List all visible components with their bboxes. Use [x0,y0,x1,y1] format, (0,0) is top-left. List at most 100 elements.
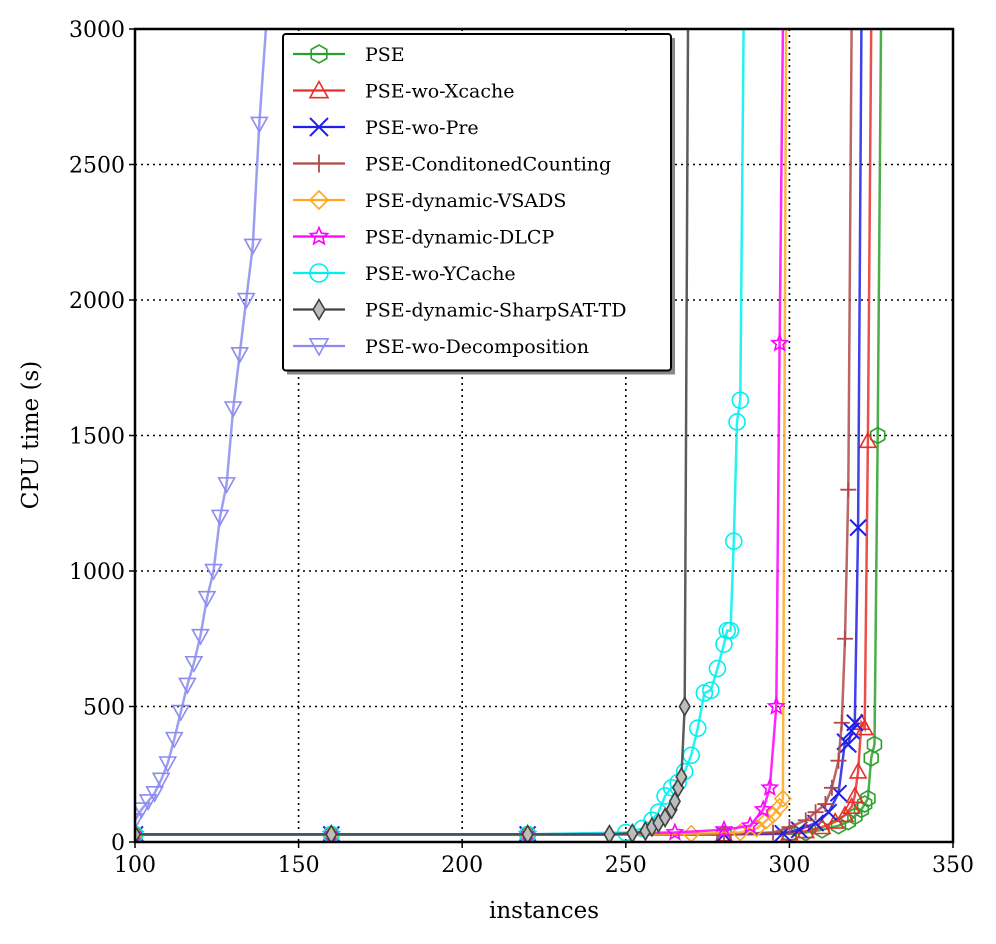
data-point [724,532,743,550]
y-tick-label: 1500 [69,425,125,450]
data-point [846,714,864,732]
data-point [721,621,740,640]
data-point [753,799,773,818]
series-7 [135,29,691,842]
data-point [860,789,876,808]
data-point [702,681,720,700]
data-point [823,779,840,796]
data-point [204,563,223,581]
y-tick-label: 2500 [69,154,125,179]
ticks-layer: 100 150 200 250 300 350 0 500 1000 1500 2000 2500 30… [69,18,974,878]
data-point [177,677,197,695]
data-point [135,813,145,830]
data-point [230,346,250,364]
data-point [731,391,750,410]
series-line [135,29,745,836]
data-point [863,749,879,767]
data-point [807,804,824,821]
legend: PSE PSE-wo-Xcache PSE-wo-Pre PSE-Conditoned… [282,33,675,375]
series-layer [135,29,886,842]
data-point [675,766,688,788]
data-point [866,735,883,754]
data-point [658,807,672,828]
data-point [728,413,746,431]
legend-swatch-marker [312,298,326,321]
data-point [770,333,790,352]
data-point [325,824,338,842]
legend-swatch-marker [308,79,330,99]
data-point [765,824,782,841]
data-point [164,731,184,749]
data-point [842,797,861,814]
data-point [830,752,847,769]
legend-label: PSE-ConditonedCounting [365,154,611,176]
data-point [521,824,534,842]
data-point [217,477,236,494]
data-point [197,590,217,608]
legend-swatch-marker [310,44,328,64]
data-point [223,401,243,419]
data-point [833,714,850,731]
data-point [835,805,855,823]
x-tick-label: 200 [441,853,483,878]
data-point [678,696,691,717]
data-point [158,756,178,774]
legend-label: PSE-wo-Xcache [365,81,515,103]
data-point [603,824,616,842]
y-tick-label: 2000 [69,289,125,314]
data-point [243,238,263,256]
data-point [817,796,834,813]
data-point [840,481,857,498]
data-point [135,824,145,842]
data-point [869,426,886,445]
data-point [740,815,760,834]
x-tick-label: 300 [768,853,810,878]
legend-swatch-marker [309,117,329,137]
data-point [797,812,814,829]
legend-label: PSE [365,44,405,66]
y-tick-label: 3000 [69,18,125,43]
data-point [688,719,707,737]
data-point [858,431,878,449]
data-point [151,772,171,790]
data-point [781,819,798,836]
x-tick-label: 250 [605,853,647,878]
data-point [184,655,204,673]
data-point [757,811,776,830]
data-point [135,802,151,820]
legend-label: PSE-wo-Pre [365,117,479,139]
data-point [191,628,210,646]
legend-swatch-marker [308,337,330,357]
data-point [626,822,639,842]
legend-swatch-marker [308,225,330,246]
legend-swatch-marker [309,263,329,283]
data-point [714,819,734,839]
x-tick-label: 150 [278,853,320,878]
legend-label: PSE-wo-YCache [365,263,516,285]
x-tick-label: 350 [932,853,974,878]
legend-label: PSE-dynamic-DLCP [365,227,554,249]
series-line [135,29,268,821]
data-point [839,735,858,754]
series-8 [135,29,269,830]
legend-label: PSE-dynamic-VSADS [365,190,566,212]
data-point [848,761,868,779]
data-point [138,794,158,811]
data-point [837,630,854,647]
y-tick-label: 1000 [69,560,125,585]
data-point [708,659,727,678]
data-point [171,704,191,722]
data-point [766,696,786,715]
data-point [773,789,792,808]
y-tick-label: 500 [83,696,125,721]
legend-label: PSE-wo-Decomposition [365,336,589,358]
x-tick-label: 100 [114,853,156,878]
data-point [856,795,873,814]
legend-swatch-marker [308,189,330,211]
data-point [760,777,780,797]
legend-box [282,33,672,372]
data-point [849,518,867,537]
y-axis-label: CPU time (s) [18,361,44,509]
data-point [210,509,230,527]
